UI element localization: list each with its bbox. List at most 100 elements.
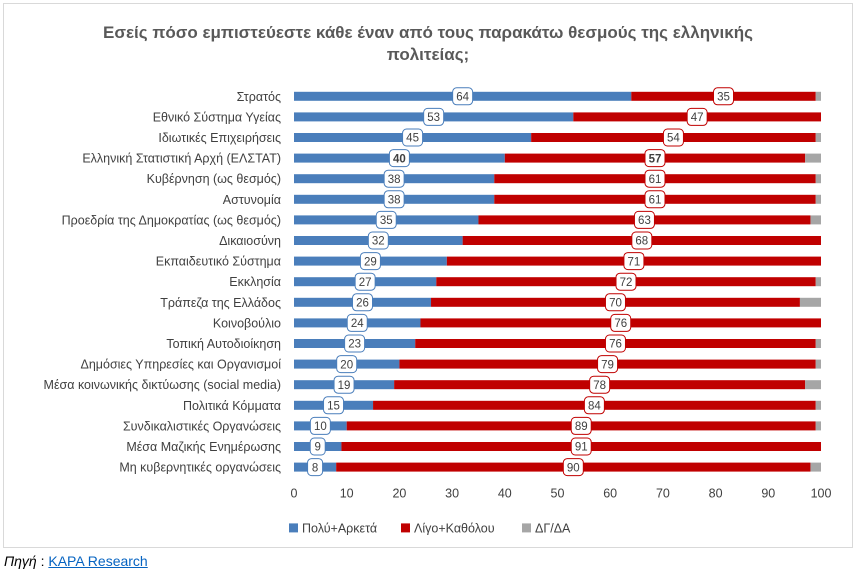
data-label-box: [336, 355, 358, 374]
data-label: 38: [388, 174, 401, 186]
data-label-box: [352, 293, 374, 312]
data-label: 61: [649, 195, 662, 207]
data-label-box: [359, 252, 381, 271]
data-label: 79: [601, 359, 614, 371]
data-label-box: [604, 334, 626, 353]
category-label: Εκκλησία: [229, 275, 281, 289]
category-label: Στρατός: [237, 90, 281, 104]
bar-δγ-δα-7: [810, 215, 821, 225]
bar-δγ-δα-3: [815, 133, 821, 142]
data-label-box: [562, 458, 584, 477]
category-label: Προεδρία της Δημοκρατίας (ως θεσμός): [62, 213, 281, 227]
bar-δγ-δα-5: [815, 174, 821, 184]
data-label: 57: [649, 153, 662, 165]
data-label: 10: [314, 421, 327, 433]
legend-label: ΔΓ/ΔΑ: [535, 521, 571, 535]
data-label-box: [309, 437, 326, 456]
data-label: 20: [340, 359, 353, 371]
x-tick-label: 10: [340, 486, 354, 500]
legend-label: Πολύ+Αρκετά: [302, 521, 377, 535]
data-label: 70: [609, 298, 622, 310]
data-label-box: [570, 416, 592, 435]
data-label: 32: [372, 236, 385, 248]
legend-swatch-λίγο-καθόλου: [401, 523, 410, 533]
category-label: Δικαιοσύνη: [219, 234, 281, 248]
category-label: Μέσα κοινωνικής δικτύωσης (social media): [44, 378, 281, 392]
data-label-box: [686, 107, 708, 126]
data-label-box: [615, 272, 637, 291]
data-label-box: [583, 396, 605, 415]
legend-swatch-δγ-δα: [522, 523, 531, 533]
bar-δγ-δα-17: [815, 421, 821, 431]
data-label-box: [307, 458, 324, 477]
data-label-box: [713, 87, 735, 106]
category-label: Αστυνομία: [223, 193, 281, 207]
data-label-box: [333, 375, 355, 394]
data-label: 63: [638, 215, 651, 227]
data-label: 89: [575, 421, 588, 433]
data-label: 27: [359, 277, 372, 289]
data-label-box: [631, 231, 653, 250]
source-link[interactable]: KAPA Research: [48, 553, 148, 569]
data-label-box: [375, 210, 397, 229]
category-label: Πολιτικά Κόμματα: [183, 399, 281, 413]
category-label: Τοπική Αυτοδιοίκηση: [166, 337, 281, 351]
bar-δγ-δα-1: [815, 91, 821, 101]
data-label-box: [323, 396, 345, 415]
data-label-box: [452, 87, 474, 106]
x-tick-label: 80: [709, 486, 723, 500]
data-label-box: [344, 334, 366, 353]
bar-δγ-δα-13: [815, 339, 821, 348]
x-tick-label: 90: [761, 486, 775, 500]
data-label: 91: [575, 442, 588, 454]
data-label-box: [423, 107, 445, 126]
bar-δγ-δα-6: [815, 194, 821, 204]
data-label: 61: [649, 174, 662, 186]
data-label-box: [367, 231, 389, 250]
legend-swatch-πολύ-αρκετά: [289, 523, 298, 533]
data-label: 84: [588, 401, 601, 413]
data-label: 68: [635, 236, 648, 248]
data-label: 38: [388, 195, 401, 207]
category-label: Ελληνική Στατιστική Αρχή (ΕΛΣΤΑΤ): [82, 152, 281, 166]
data-label: 35: [380, 215, 393, 227]
x-tick-label: 40: [498, 486, 512, 500]
data-label: 26: [356, 298, 369, 310]
data-label: 15: [327, 401, 340, 413]
data-label: 29: [364, 256, 377, 268]
source-label: Πηγή: [4, 553, 37, 569]
data-label: 64: [456, 92, 469, 104]
x-tick-label: 50: [551, 486, 565, 500]
bar-δγ-δα-15: [805, 380, 821, 390]
data-label-box: [570, 437, 592, 456]
data-label: 45: [406, 133, 419, 145]
data-label: 9: [315, 442, 321, 454]
data-label: 71: [628, 256, 641, 268]
category-label: Κοινοβούλιο: [213, 316, 281, 330]
data-label-box: [604, 293, 626, 312]
chart-title-line-1: Εσείς πόσο εμπιστεύεστε κάθε έναν από το…: [103, 23, 753, 42]
x-tick-label: 100: [811, 486, 832, 500]
category-label: Μη κυβερνητικές οργανώσεις: [119, 461, 281, 475]
category-label: Μέσα Μαζικής Ενημέρωσης: [126, 440, 281, 454]
data-label-box: [346, 313, 368, 332]
data-label: 23: [348, 339, 361, 351]
data-label-box: [388, 149, 410, 168]
source-separator: :: [36, 553, 49, 569]
category-label: Εκπαιδευτικό Σύστημα: [156, 255, 281, 269]
data-label: 76: [614, 318, 627, 330]
data-label: 53: [427, 112, 440, 124]
bar-δγ-δα-14: [815, 359, 821, 369]
category-label: Εθνικό Σύστημα Υγείας: [153, 110, 281, 124]
data-label-box: [662, 128, 684, 147]
category-label: Κυβέρνηση (ως θεσμός): [147, 172, 281, 186]
data-label: 24: [351, 318, 364, 330]
data-label-box: [383, 190, 405, 209]
chart-title-line-2: πολιτείας;: [386, 45, 470, 64]
data-label-box: [610, 313, 632, 332]
chart-title: Εσείς πόσο εμπιστεύεστε κάθε έναν από το…: [4, 22, 852, 66]
bar-δγ-δα-16: [815, 400, 821, 410]
category-label: Δημόσιες Υπηρεσίες και Οργανισμοί: [80, 358, 281, 372]
x-tick-label: 0: [291, 486, 298, 500]
